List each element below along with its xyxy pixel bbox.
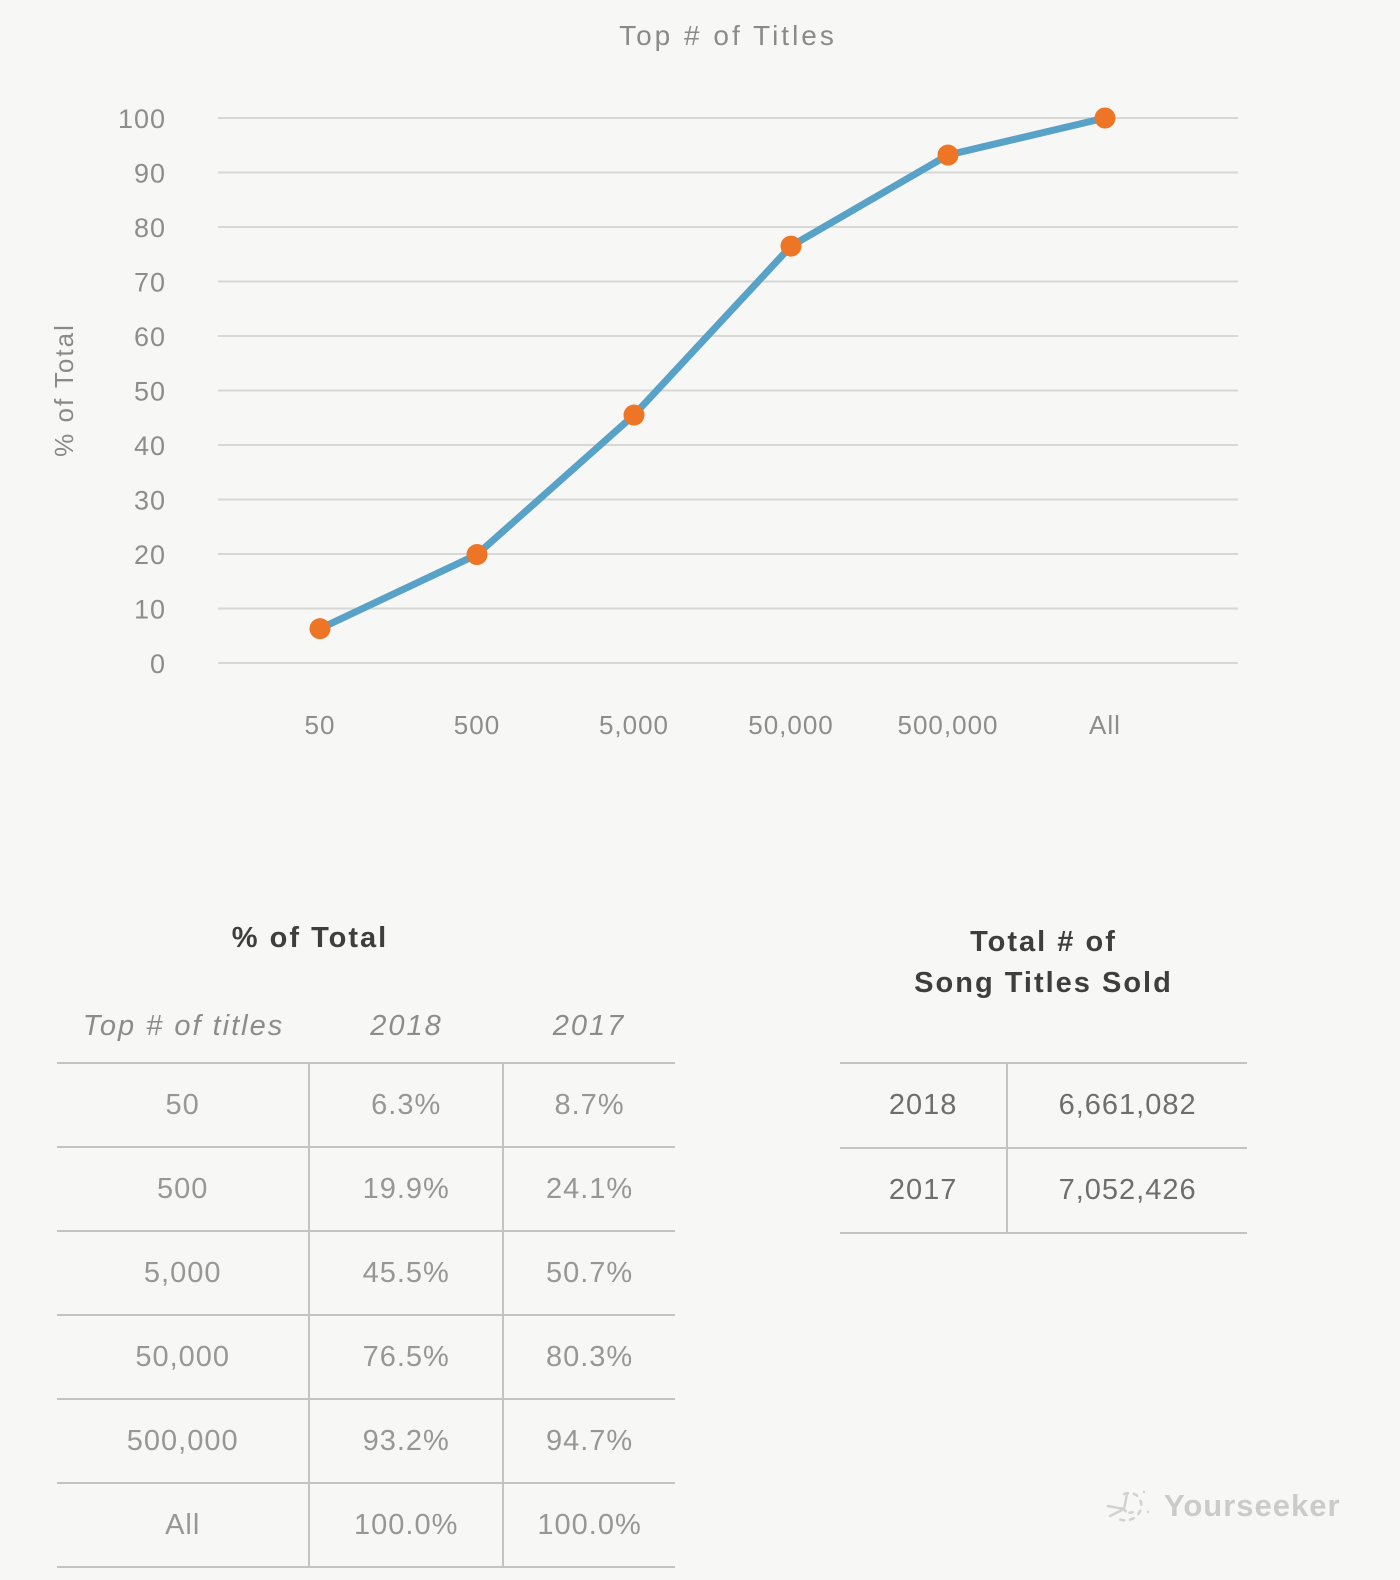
data-point xyxy=(780,235,802,257)
table-cell: 45.5% xyxy=(308,1232,502,1314)
line-chart: 0 10 20 30 40 50 60 70 80 90 100 % of Total 50 500 5,0… xyxy=(49,104,1238,740)
data-point xyxy=(1094,107,1116,129)
pct-table-title: % of Total xyxy=(231,922,389,954)
table-cell: 500 xyxy=(156,1172,209,1205)
y-tick-label: 80 xyxy=(134,213,166,243)
y-tick-label: 90 xyxy=(134,159,166,189)
pct-col-header: 2017 xyxy=(552,1009,626,1042)
pct-col-header: 2018 xyxy=(370,1009,443,1042)
table-row: 2018 6,661,082 xyxy=(840,1064,1247,1149)
totals-table-title: Total # of Song Titles Sold xyxy=(840,922,1247,1004)
table-cell: 19.9% xyxy=(308,1148,502,1230)
table-cell: 50.7% xyxy=(502,1232,675,1314)
table-cell: 500,000 xyxy=(126,1424,239,1457)
table-cell: 6.3% xyxy=(308,1064,502,1146)
table-cell: 93.2% xyxy=(308,1400,502,1482)
table-cell: 5,000 xyxy=(143,1256,222,1289)
totals-title-line1: Total # of xyxy=(970,926,1117,958)
totals-table: 2018 6,661,082 2017 7,052,426 xyxy=(840,1062,1247,1234)
table-cell: All xyxy=(165,1508,201,1541)
pct-table: 50 6.3% 8.7% 500 19.9% 24.1% 5,000 45.5% 50.7% 50… xyxy=(57,1062,675,1568)
table-row: All 100.0% 100.0% xyxy=(57,1484,675,1568)
pct-col-header: Top # of titles xyxy=(82,1009,285,1042)
x-tick-label: All xyxy=(1089,710,1121,740)
data-point xyxy=(623,404,645,426)
data-point xyxy=(466,544,488,566)
yourseeker-logo-icon xyxy=(1106,1490,1150,1522)
table-cell: 100.0% xyxy=(308,1484,502,1566)
table-cell: 94.7% xyxy=(502,1400,675,1482)
table-cell: 80.3% xyxy=(502,1316,675,1398)
watermark-label: Yourseeker xyxy=(1164,1488,1341,1523)
year-cell: 2017 xyxy=(888,1174,958,1206)
table-row: 500 19.9% 24.1% xyxy=(57,1148,675,1232)
table-cell: 50,000 xyxy=(135,1340,231,1373)
y-tick-label: 100 xyxy=(118,104,166,134)
pct-table-header-row: Top # of titles 2018 2017 xyxy=(57,998,675,1054)
year-cell: 2018 xyxy=(888,1089,958,1121)
data-point xyxy=(937,144,959,166)
y-axis-label: % of Total xyxy=(49,323,79,457)
y-tick-label: 40 xyxy=(134,431,166,461)
watermark: Yourseeker xyxy=(1100,1478,1341,1534)
y-tick-label: 30 xyxy=(134,486,166,516)
table-cell: 50 xyxy=(165,1088,200,1121)
y-tick-label: 50 xyxy=(134,377,166,407)
x-tick-label: 5,000 xyxy=(599,710,669,740)
x-tick-label: 50 xyxy=(305,710,336,740)
table-row: 2017 7,052,426 xyxy=(840,1149,1247,1234)
table-cell: 8.7% xyxy=(502,1064,675,1146)
table-row: 50,000 76.5% 80.3% xyxy=(57,1316,675,1400)
x-tick-label: 500,000 xyxy=(898,710,999,740)
y-tick-label: 10 xyxy=(134,595,166,625)
table-cell: 100.0% xyxy=(502,1484,675,1566)
chart-title: Top # of Titles xyxy=(619,20,837,51)
table-row: 50 6.3% 8.7% xyxy=(57,1064,675,1148)
table-cell: 76.5% xyxy=(308,1316,502,1398)
data-line-2018 xyxy=(316,114,1109,633)
data-point xyxy=(309,618,331,640)
table-row: 500,000 93.2% 94.7% xyxy=(57,1400,675,1484)
total-cell: 6,661,082 xyxy=(1006,1064,1247,1147)
table-row: 5,000 45.5% 50.7% xyxy=(57,1232,675,1316)
y-tick-label: 0 xyxy=(150,649,166,679)
y-tick-label: 20 xyxy=(134,540,166,570)
table-cell: 24.1% xyxy=(502,1148,675,1230)
x-tick-label: 500 xyxy=(454,710,500,740)
y-tick-label: 70 xyxy=(134,268,166,298)
x-tick-label: 50,000 xyxy=(748,710,834,740)
y-tick-label: 60 xyxy=(134,322,166,352)
totals-title-line2: Song Titles Sold xyxy=(914,967,1173,999)
total-cell: 7,052,426 xyxy=(1006,1149,1247,1232)
